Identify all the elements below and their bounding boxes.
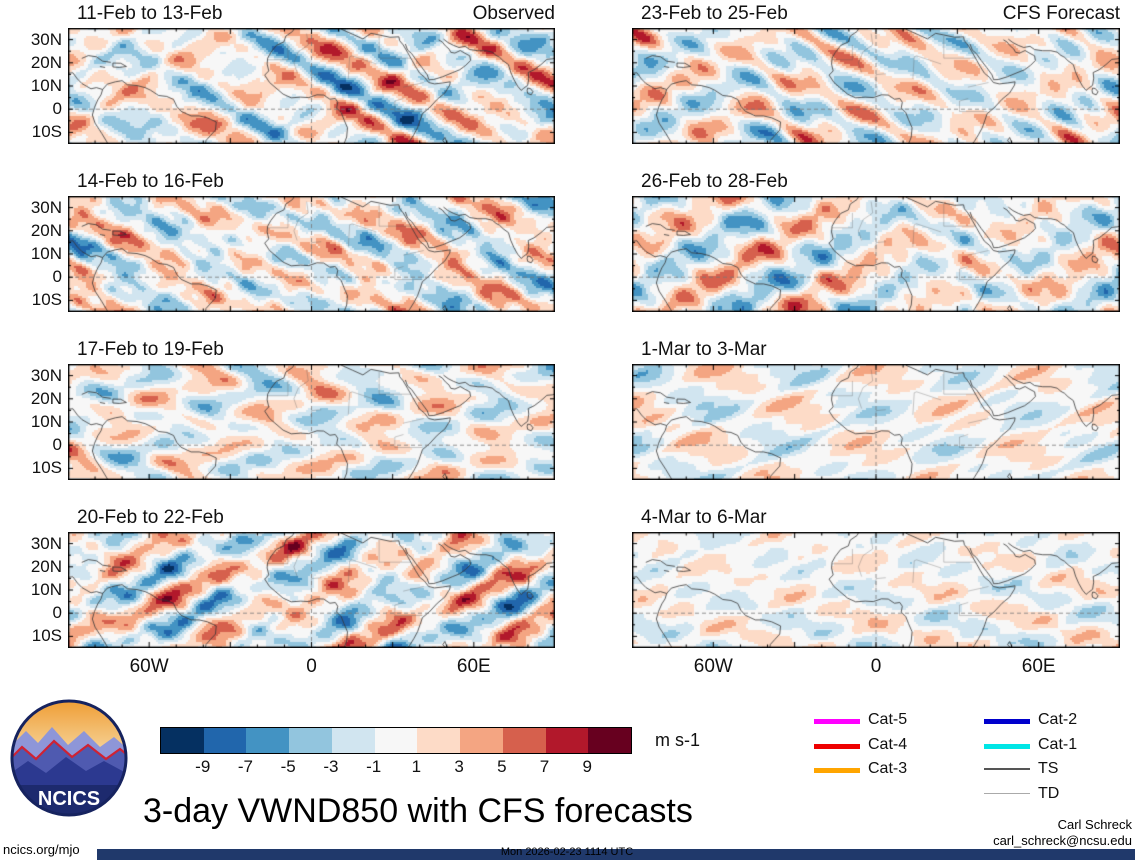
lat-tick-label: 10N <box>30 244 62 263</box>
map-panel-canvas <box>68 364 555 480</box>
legend-label: Cat-2 <box>1038 711 1078 728</box>
colorbar-tick-label: 1 <box>411 757 422 776</box>
legend-line-td <box>984 792 1030 794</box>
legend-line-cat-1 <box>984 743 1030 749</box>
colorbar-segment <box>545 728 589 753</box>
lat-tick-label: 10N <box>30 580 62 599</box>
lat-tick-label: 20N <box>30 220 62 240</box>
map-panel-canvas <box>68 532 555 648</box>
lon-tick-label: 60W <box>129 656 169 677</box>
colorbar <box>160 727 632 754</box>
lat-tick-label: 30N <box>30 29 62 49</box>
colorbar-tick-label: -5 <box>280 757 296 776</box>
map-panel-canvas <box>632 28 1120 144</box>
legend-line-cat-2 <box>984 719 1030 724</box>
lat-tick-label: 10S <box>31 290 62 310</box>
colorbar-segment <box>417 728 461 753</box>
colorbar-segment <box>502 728 546 753</box>
colorbar-tick-label: -1 <box>366 757 382 776</box>
legend-line-ts <box>984 768 1030 770</box>
colorbar-tick-label: -9 <box>195 757 211 776</box>
map-panel-canvas <box>632 196 1120 312</box>
map-panel-canvas <box>632 364 1120 480</box>
logo-ring <box>10 699 128 817</box>
legend-label: TD <box>1038 784 1060 802</box>
column-corner-label: CFS Forecast <box>1002 3 1120 24</box>
timestamp: Mon 2026-02-23 1114 UTC <box>500 846 634 858</box>
legend-line-cat-4 <box>814 743 860 749</box>
lat-tick-label: 30N <box>30 365 62 385</box>
colorbar-segments <box>161 728 632 753</box>
lat-tick-label: 0 <box>52 603 62 623</box>
lat-tick-label: 10S <box>31 626 62 646</box>
panel-title: 1-Mar to 3-Mar <box>641 339 767 360</box>
lat-tick-label: 10S <box>31 122 62 142</box>
legend-label: Cat-3 <box>868 760 908 777</box>
colorbar-segment <box>246 728 290 753</box>
footer-bar <box>97 849 1135 860</box>
colorbar-tick-label: 7 <box>539 757 550 776</box>
colorbar-tick-label: 3 <box>454 757 464 776</box>
panel-title: 4-Mar to 6-Mar <box>641 507 767 528</box>
panel-title: 11-Feb to 13-Feb <box>77 3 223 24</box>
legend-label: Cat-4 <box>868 735 908 753</box>
colorbar-segment <box>374 728 418 753</box>
lat-tick-label: 10N <box>30 76 62 95</box>
ncics-logo: NCICS <box>10 699 128 817</box>
legend-label: Cat-1 <box>1038 735 1078 753</box>
lat-tick-label: 10S <box>31 458 62 478</box>
colorbar-tick-label: 9 <box>582 757 592 776</box>
credit-email-link[interactable]: carl_schreck@ncsu.edu <box>993 833 1132 848</box>
credit-name: Carl Schreck <box>1057 817 1132 832</box>
logo-red-ridge-line <box>12 739 126 762</box>
legend-label: Cat-5 <box>868 711 908 728</box>
figure-title: 3-day VWND850 with CFS forecasts <box>143 792 693 830</box>
lat-tick-label: 20N <box>30 556 62 576</box>
legend-line-cat-5 <box>814 719 860 724</box>
legend-line-cat-3 <box>814 768 860 773</box>
colorbar-segment <box>331 728 375 753</box>
lon-tick-label: 0 <box>306 656 317 677</box>
colorbar-segment <box>161 728 204 753</box>
lat-tick-label: 30N <box>30 533 62 553</box>
lat-tick-label: 20N <box>30 52 62 72</box>
panel-title: 26-Feb to 28-Feb <box>641 171 788 192</box>
colorbar-segment <box>460 728 503 753</box>
colorbar-segment <box>289 728 332 753</box>
colorbar-tick-label: -3 <box>323 757 339 776</box>
panel-title: 17-Feb to 19-Feb <box>77 339 224 360</box>
lat-tick-label: 20N <box>30 388 62 408</box>
map-panel-canvas <box>68 196 555 312</box>
column-corner-label: Observed <box>472 3 555 24</box>
lon-tick-label: 0 <box>870 656 882 677</box>
panel-title: 23-Feb to 25-Feb <box>641 3 788 24</box>
map-panel-canvas <box>632 532 1120 648</box>
lat-tick-label: 30N <box>30 197 62 217</box>
lat-tick-label: 0 <box>52 267 62 287</box>
legend-label: TS <box>1038 760 1059 777</box>
lon-tick-label: 60W <box>693 656 733 677</box>
lat-tick-label: 0 <box>52 99 62 119</box>
site-link[interactable]: ncics.org/mjo <box>3 842 80 857</box>
panel-title: 20-Feb to 22-Feb <box>77 507 224 528</box>
colorbar-tick-label: 5 <box>497 757 507 776</box>
map-panel-canvas <box>68 28 555 144</box>
lon-tick-label: 60E <box>456 656 491 677</box>
colorbar-segment <box>588 728 632 753</box>
logo-text: NCICS <box>38 788 100 810</box>
lon-tick-label: 60E <box>1021 656 1056 677</box>
panel-title: 14-Feb to 16-Feb <box>77 171 224 192</box>
lat-tick-label: 0 <box>52 435 62 455</box>
colorbar-segment <box>203 728 247 753</box>
colorbar-tick-label: -7 <box>237 757 254 776</box>
lat-tick-label: 10N <box>30 412 62 431</box>
colorbar-units-label: m s-1 <box>655 730 700 750</box>
